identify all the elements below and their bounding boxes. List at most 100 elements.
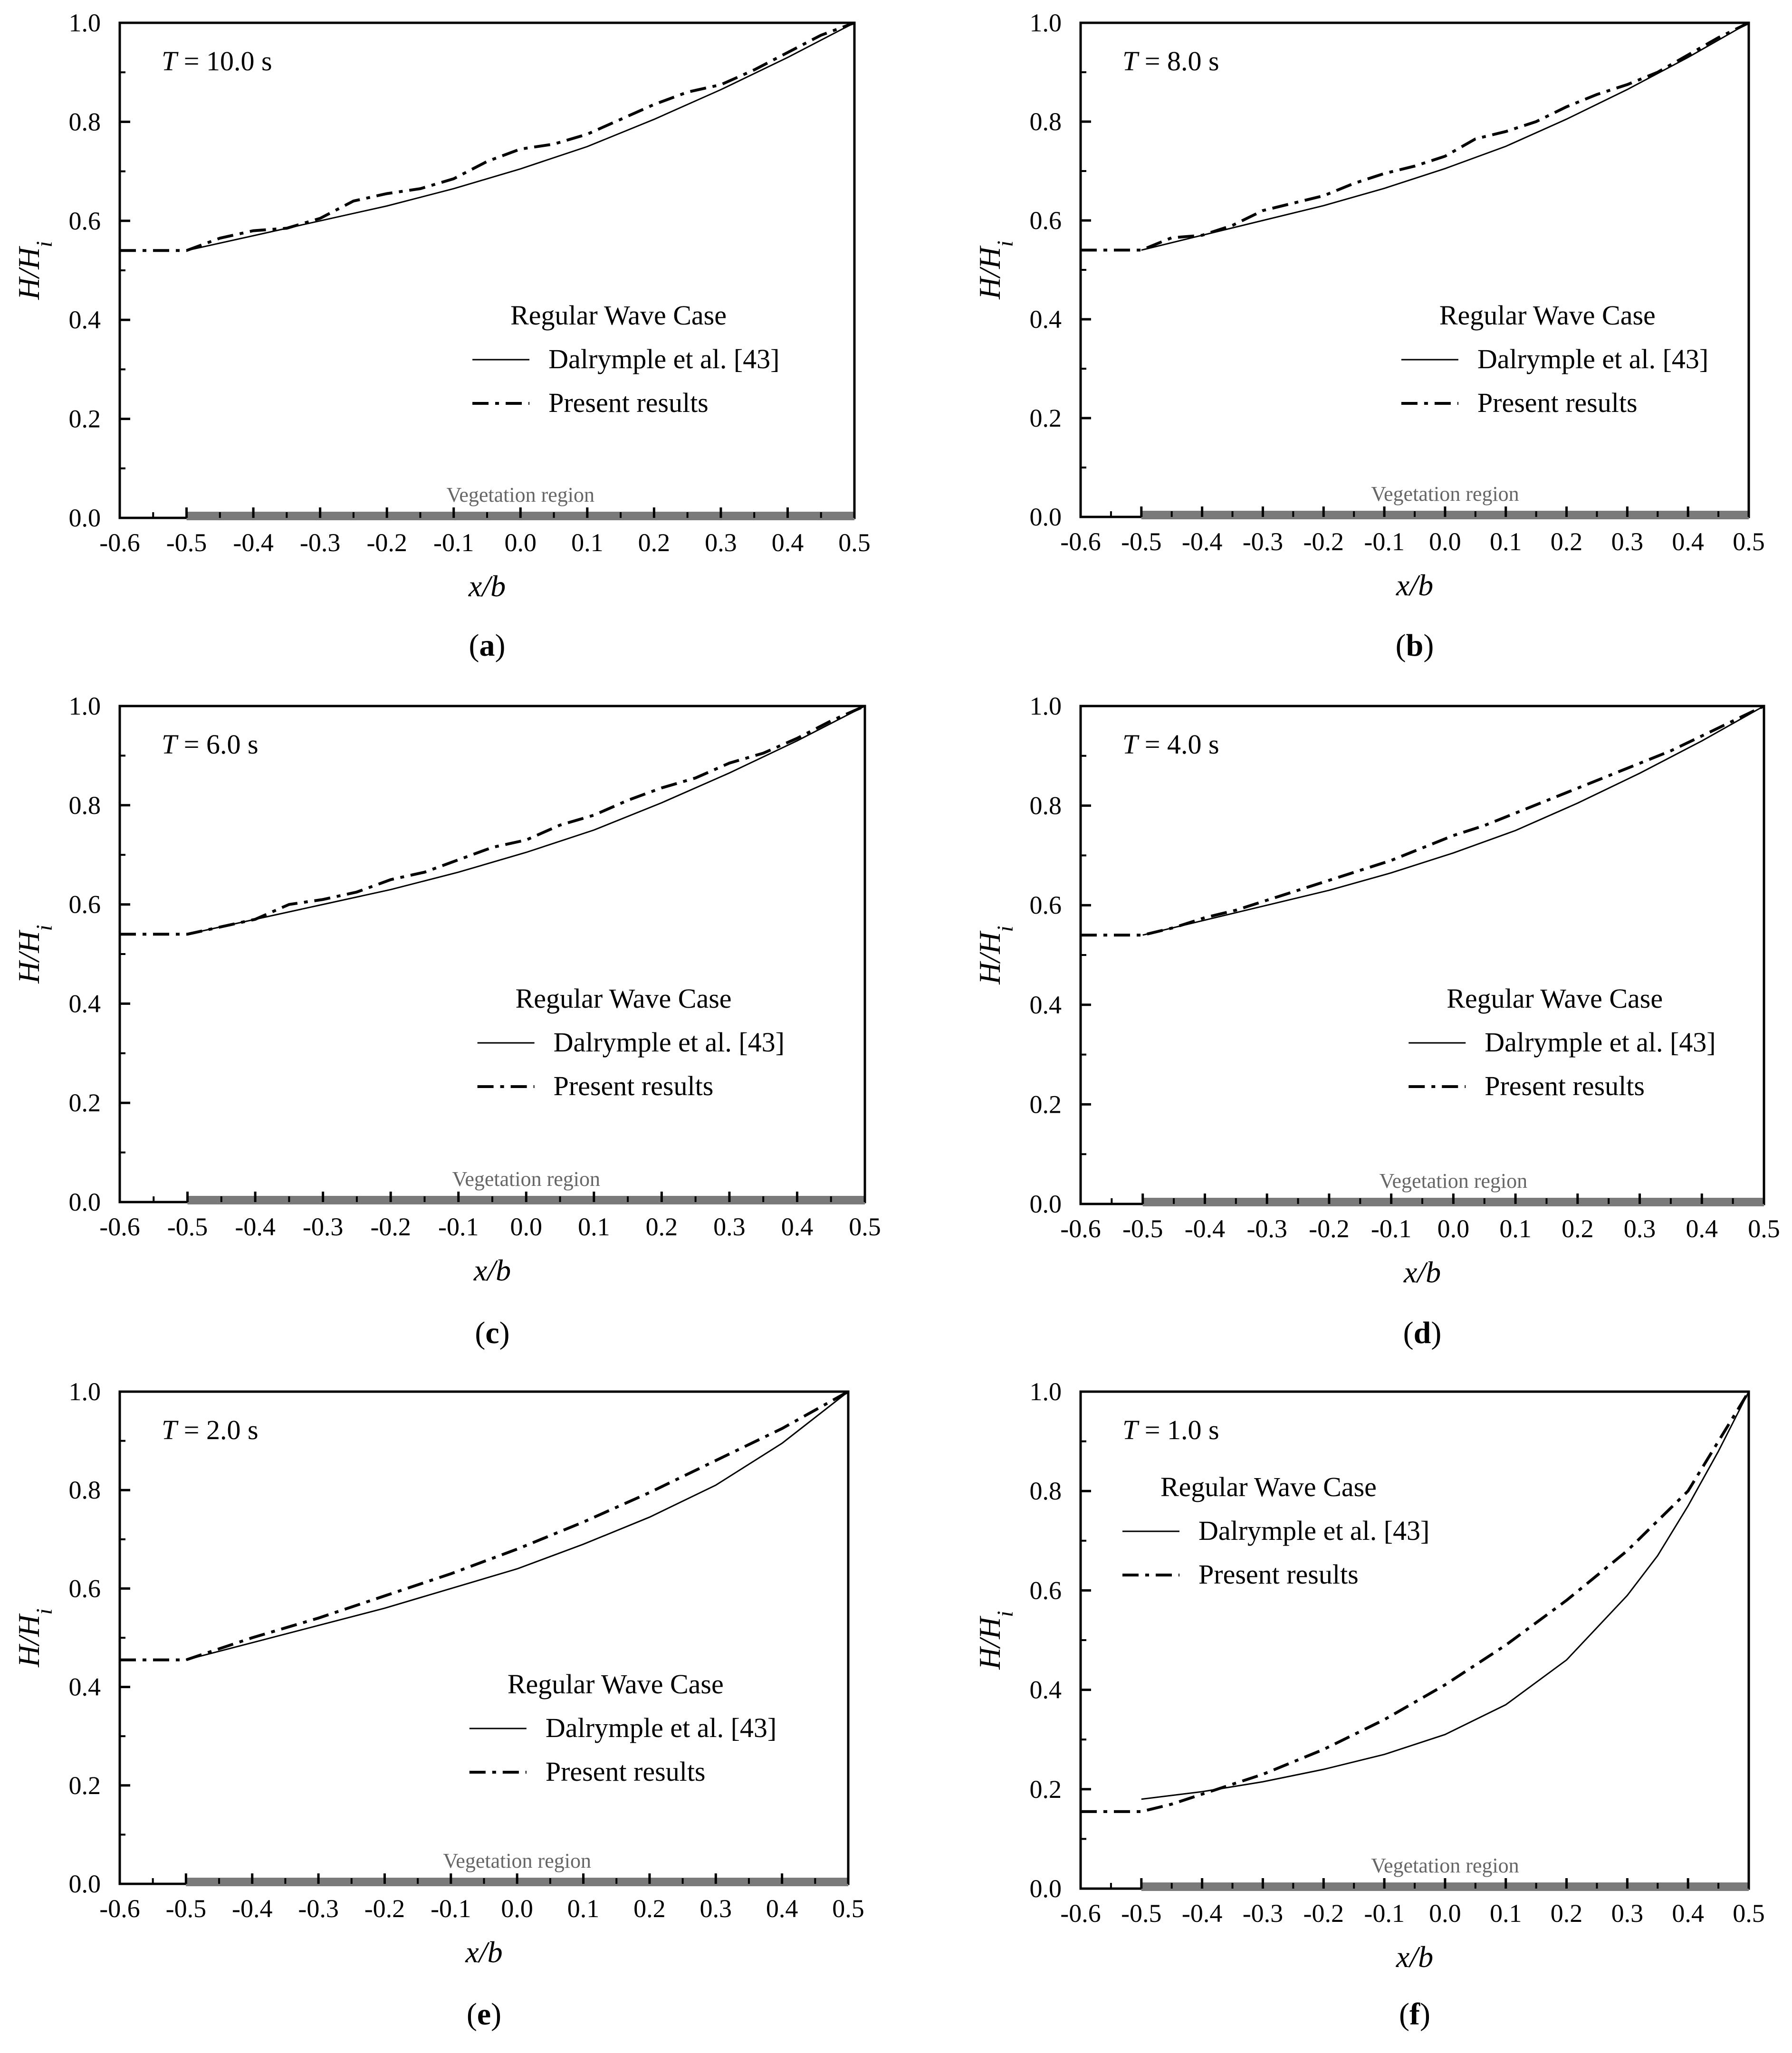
x-tick-label: -0.2	[364, 1894, 405, 1923]
y-tick-label: 0.0	[1030, 1874, 1062, 1903]
y-tick-label: 0.0	[69, 1188, 101, 1216]
period-label: T = 2.0 s	[162, 1414, 259, 1445]
x-tick-label: -0.1	[1371, 1214, 1411, 1243]
legend: Regular Wave Case Dalrymple et al. [43] Pr…	[469, 1669, 776, 1787]
legend-title: Regular Wave Case	[1447, 983, 1663, 1014]
y-tick-label: 0.0	[69, 1870, 101, 1898]
x-tick-label: 0.0	[505, 528, 537, 557]
legend: Regular Wave Case Dalrymple et al. [43] Pr…	[477, 983, 785, 1101]
x-tick-label: -0.5	[167, 1213, 208, 1241]
x-tick-label: 0.4	[1672, 1899, 1704, 1928]
y-tick-label: 0.2	[69, 1771, 101, 1800]
panel-label: (b)	[1396, 628, 1434, 663]
legend-entry-label: Dalrymple et al. [43]	[548, 344, 779, 374]
x-tick-label: -0.5	[166, 1894, 206, 1923]
panel-label: (d)	[1403, 1316, 1442, 1350]
y-tick-label: 0.4	[1030, 305, 1062, 334]
panel-label: (f)	[1399, 1997, 1430, 2032]
x-tick-label: -0.2	[1309, 1214, 1349, 1243]
x-tick-label: 0.0	[501, 1894, 533, 1923]
legend-title: Regular Wave Case	[508, 1669, 724, 1700]
x-tick-label: 0.4	[1686, 1214, 1718, 1243]
y-tick-label: 0.6	[69, 1574, 101, 1603]
x-tick-label: 0.2	[633, 1894, 666, 1923]
legend: Regular Wave Case Dalrymple et al. [43] Pr…	[472, 300, 779, 418]
x-tick-label: 0.5	[1733, 527, 1765, 556]
vegetation-region-label: Vegetation region	[443, 1849, 591, 1872]
plot-frame	[1079, 21, 1750, 518]
legend: Regular Wave Case Dalrymple et al. [43] Pr…	[1122, 1471, 1429, 1590]
series-line-present-results	[120, 705, 866, 936]
vegetation-region-label: Vegetation region	[1380, 1169, 1528, 1193]
x-tick-label: -0.4	[235, 1213, 275, 1241]
x-tick-label: 0.2	[638, 528, 671, 557]
x-tick-label: -0.5	[166, 528, 207, 557]
y-tick-label: 0.0	[1030, 1190, 1062, 1218]
x-tick-label: -0.6	[99, 1894, 140, 1923]
vegetation-region-label: Vegetation region	[452, 1167, 600, 1191]
y-tick-label: 0.8	[1030, 1477, 1062, 1505]
y-tick-label: 0.4	[69, 306, 101, 334]
legend-entry-label: Dalrymple et al. [43]	[546, 1712, 776, 1743]
period-label: T = 1.0 s	[1122, 1414, 1219, 1445]
x-tick-label: -0.1	[433, 528, 474, 557]
plot-frame	[1079, 705, 1765, 1205]
period-label: T = 10.0 s	[162, 46, 272, 76]
x-tick-label: 0.2	[1562, 1214, 1594, 1243]
x-tick-label: -0.5	[1121, 527, 1161, 556]
x-tick-label: 0.5	[849, 1213, 881, 1241]
x-tick-label: -0.3	[1243, 1899, 1283, 1928]
y-tick-label: 0.8	[69, 107, 101, 136]
chart-panel-b: Vegetation region -0.6 -0.5 -0.4 -0.3 -0.2 -0.…	[973, 9, 1765, 663]
x-tick-label: -0.3	[303, 1213, 343, 1241]
x-tick-label: 0.4	[766, 1894, 798, 1923]
y-tick-label: 0.0	[69, 504, 101, 532]
period-label: T = 8.0 s	[1122, 46, 1219, 76]
x-tick-label: 0.5	[838, 528, 871, 557]
vegetation-region-label: Vegetation region	[1371, 1854, 1519, 1877]
x-tick-label: -0.4	[1182, 1899, 1222, 1928]
plot-frame	[118, 1390, 850, 1885]
x-tick-label: -0.5	[1121, 1899, 1161, 1928]
legend-entry-label: Dalrymple et al. [43]	[554, 1027, 785, 1058]
x-tick-label: -0.4	[233, 528, 273, 557]
x-tick-label: -0.6	[1060, 1214, 1101, 1243]
chart-panel-a: Vegetation region -0.6 -0.5 -0.4 -0.3 -0.2 -0.…	[12, 9, 871, 663]
x-axis-title: x/b	[1396, 1940, 1433, 1974]
legend: Regular Wave Case Dalrymple et al. [43] Pr…	[1409, 983, 1716, 1101]
legend-entry-label: Present results	[554, 1070, 714, 1101]
x-tick-label: -0.5	[1122, 1214, 1163, 1243]
period-label: T = 6.0 s	[162, 729, 259, 760]
x-tick-label: 0.3	[700, 1894, 732, 1923]
legend-entry-label: Present results	[1477, 387, 1638, 418]
y-tick-label: 1.0	[69, 1377, 101, 1406]
y-axis-title: H/Hi	[973, 1611, 1018, 1670]
y-tick-label: 0.2	[1030, 1775, 1062, 1804]
x-tick-label: 0.1	[1499, 1214, 1532, 1243]
chart-panel-f: Vegetation region -0.6 -0.5 -0.4 -0.3 -0.2 -0.…	[973, 1377, 1765, 2032]
x-axis-title: x/b	[1396, 568, 1433, 602]
legend: Regular Wave Case Dalrymple et al. [43] Pr…	[1401, 300, 1708, 418]
y-tick-label: 1.0	[69, 9, 101, 37]
chart-panel-d: Vegetation region -0.6 -0.5 -0.4 -0.3 -0.2 -0.…	[973, 692, 1780, 1350]
y-tick-label: 0.4	[1030, 991, 1062, 1019]
legend-title: Regular Wave Case	[1439, 300, 1656, 331]
x-tick-label: 0.3	[1611, 1899, 1644, 1928]
y-tick-label: 0.2	[1030, 404, 1062, 432]
chart-panel-c: Vegetation region -0.6 -0.5 -0.4 -0.3 -0.2 -0.…	[12, 692, 881, 1350]
x-tick-label: -0.6	[99, 1213, 140, 1241]
plot-frame	[118, 21, 856, 519]
x-tick-label: 0.1	[578, 1213, 610, 1241]
x-tick-label: -0.3	[300, 528, 340, 557]
series-line-dalrymple	[186, 1391, 849, 1661]
x-tick-label: -0.3	[1243, 527, 1283, 556]
x-tick-label: 0.0	[1429, 1899, 1461, 1928]
y-tick-label: 0.2	[69, 1089, 101, 1117]
x-tick-label: -0.2	[366, 528, 407, 557]
x-tick-label: 0.2	[1551, 527, 1583, 556]
legend-entry-label: Dalrymple et al. [43]	[1485, 1027, 1715, 1058]
x-tick-label: -0.2	[370, 1213, 411, 1241]
series-line-present-results	[120, 21, 855, 252]
legend-title: Regular Wave Case	[510, 300, 727, 331]
x-tick-label: 0.5	[1748, 1214, 1780, 1243]
